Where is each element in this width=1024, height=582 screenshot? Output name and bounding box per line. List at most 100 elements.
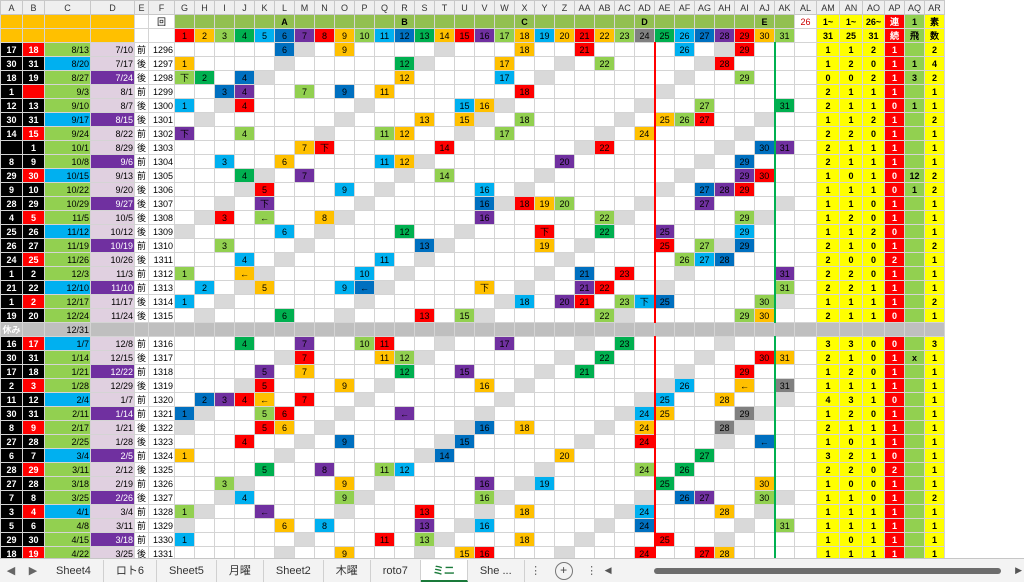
- number-cell[interactable]: [594, 420, 615, 435]
- number-cell[interactable]: [614, 420, 635, 435]
- number-cell[interactable]: [734, 434, 755, 449]
- number-cell[interactable]: [474, 392, 495, 407]
- number-cell[interactable]: [674, 140, 695, 155]
- number-cell[interactable]: [474, 336, 495, 351]
- number-cell[interactable]: [354, 462, 375, 477]
- number-cell[interactable]: [454, 476, 475, 491]
- number-cell[interactable]: [774, 462, 795, 477]
- cell-al[interactable]: [794, 210, 817, 225]
- cell-round[interactable]: 1307: [148, 196, 175, 211]
- number-cell[interactable]: 25: [654, 294, 675, 309]
- number-cell[interactable]: [354, 308, 375, 323]
- number-cell[interactable]: [274, 378, 295, 393]
- number-cell[interactable]: [294, 70, 315, 85]
- number-cell[interactable]: [574, 490, 595, 505]
- summary-ar[interactable]: 1: [924, 280, 945, 295]
- summary-am[interactable]: 1: [816, 42, 840, 57]
- number-cell[interactable]: [494, 154, 515, 169]
- number-cell[interactable]: [534, 42, 555, 57]
- column-header[interactable]: AO: [862, 0, 885, 15]
- number-cell[interactable]: [214, 266, 235, 281]
- summary-am[interactable]: 1: [816, 406, 840, 421]
- number-cell[interactable]: [294, 196, 315, 211]
- summary-ap[interactable]: 1: [884, 266, 905, 281]
- summary-aq[interactable]: [904, 378, 925, 393]
- number-cell[interactable]: [434, 350, 455, 365]
- number-cell[interactable]: [494, 196, 515, 211]
- summary-aq[interactable]: [904, 196, 925, 211]
- number-cell[interactable]: [414, 70, 435, 85]
- summary-ar[interactable]: 1: [924, 98, 945, 113]
- number-cell[interactable]: [194, 350, 215, 365]
- number-cell[interactable]: [274, 476, 295, 491]
- number-cell[interactable]: [174, 434, 195, 449]
- number-cell[interactable]: [454, 378, 475, 393]
- cell-half[interactable]: 後: [134, 294, 149, 309]
- number-cell[interactable]: [654, 546, 675, 558]
- number-cell[interactable]: 9: [334, 182, 355, 197]
- number-cell[interactable]: [714, 154, 735, 169]
- scroll-right-icon[interactable]: ▶: [1015, 565, 1022, 575]
- number-cell[interactable]: [414, 462, 435, 477]
- summary-ar[interactable]: 1: [924, 210, 945, 225]
- number-cell[interactable]: [414, 420, 435, 435]
- summary-am[interactable]: 1: [816, 182, 840, 197]
- number-cell[interactable]: [354, 364, 375, 379]
- summary-ap[interactable]: 1: [884, 210, 905, 225]
- cell-a[interactable]: 18: [0, 70, 23, 85]
- number-cell[interactable]: 27: [694, 98, 715, 113]
- cell-b[interactable]: 18: [22, 364, 45, 379]
- number-cell[interactable]: 8: [314, 462, 335, 477]
- cell-half[interactable]: 後: [134, 252, 149, 267]
- number-cell[interactable]: [414, 168, 435, 183]
- summary-ap[interactable]: 0: [884, 448, 905, 463]
- number-cell[interactable]: 12: [394, 70, 415, 85]
- summary-ar[interactable]: 1: [924, 504, 945, 519]
- summary-am[interactable]: 2: [816, 350, 840, 365]
- number-cell[interactable]: 20: [554, 294, 575, 309]
- number-cell[interactable]: 2: [194, 70, 215, 85]
- number-cell[interactable]: [594, 294, 615, 309]
- number-cell[interactable]: 29: [734, 154, 755, 169]
- number-cell[interactable]: [414, 476, 435, 491]
- number-cell[interactable]: [334, 168, 355, 183]
- number-cell[interactable]: 25: [654, 238, 675, 253]
- number-cell[interactable]: [174, 210, 195, 225]
- number-cell[interactable]: [594, 42, 615, 57]
- cell-date[interactable]: 2/11: [44, 406, 91, 421]
- number-cell[interactable]: [634, 532, 656, 547]
- number-cell[interactable]: [194, 504, 215, 519]
- number-cell[interactable]: 7: [294, 364, 315, 379]
- number-header[interactable]: 29: [734, 28, 755, 43]
- number-cell[interactable]: [774, 308, 795, 323]
- summary-ao[interactable]: 1: [862, 98, 885, 113]
- number-cell[interactable]: 6: [274, 518, 295, 533]
- summary-ao[interactable]: 1: [862, 294, 885, 309]
- number-cell[interactable]: 10: [354, 266, 375, 281]
- summary-am[interactable]: 3: [816, 448, 840, 463]
- cell-round[interactable]: 1325: [148, 462, 175, 477]
- number-cell[interactable]: [694, 350, 715, 365]
- number-cell[interactable]: 22: [594, 224, 615, 239]
- prev-sheet-arrow[interactable]: ◀: [6, 565, 16, 577]
- number-cell[interactable]: [214, 112, 235, 127]
- number-cell[interactable]: [234, 364, 255, 379]
- summary-ar[interactable]: 3: [924, 336, 945, 351]
- number-cell[interactable]: [714, 532, 735, 547]
- cell-b[interactable]: 25: [22, 252, 45, 267]
- number-cell[interactable]: [494, 322, 515, 337]
- number-cell[interactable]: [574, 70, 595, 85]
- number-cell[interactable]: [314, 336, 335, 351]
- number-cell[interactable]: [194, 490, 215, 505]
- number-cell[interactable]: [274, 84, 295, 99]
- number-cell[interactable]: [694, 56, 715, 71]
- summary-ap[interactable]: 1: [884, 434, 905, 449]
- number-header[interactable]: 2: [194, 28, 215, 43]
- summary-an[interactable]: 1: [839, 308, 863, 323]
- number-cell[interactable]: [774, 42, 795, 57]
- number-cell[interactable]: [614, 70, 635, 85]
- summary-ap[interactable]: 2: [884, 462, 905, 477]
- number-cell[interactable]: [354, 196, 375, 211]
- cell-round[interactable]: 1303: [148, 140, 175, 155]
- cell-half[interactable]: 前: [134, 476, 149, 491]
